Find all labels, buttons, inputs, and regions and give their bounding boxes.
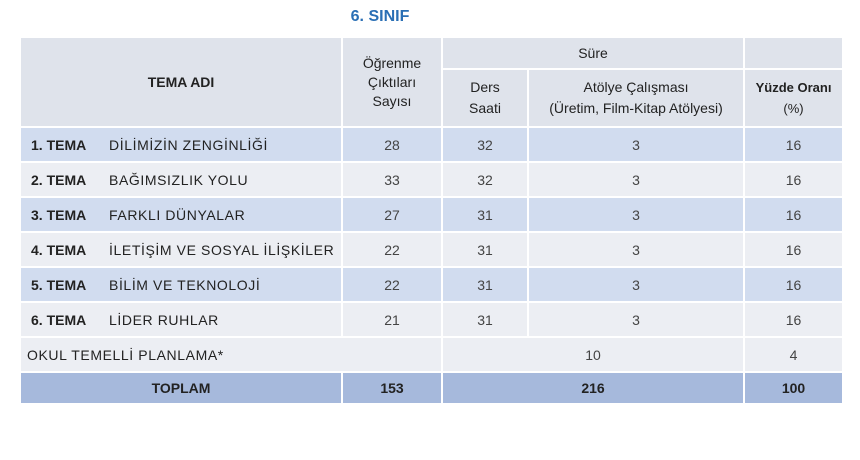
yuzde-value: 16 xyxy=(743,231,845,268)
yuzde-value: 16 xyxy=(743,196,845,233)
total-ogrenme: 153 xyxy=(341,371,443,405)
ders-value: 31 xyxy=(441,231,529,268)
ders-value: 32 xyxy=(441,161,529,198)
atolye-value: 3 xyxy=(526,196,746,233)
header-yuzde-label: Yüzde Oranı xyxy=(755,80,832,95)
ders-value: 31 xyxy=(441,266,529,303)
tema-cell: 5. TEMA BİLİM VE TEKNOLOJİ xyxy=(19,266,343,303)
tema-number: 3. TEMA xyxy=(31,206,87,223)
atolye-value: 3 xyxy=(526,301,746,338)
total-yuzde: 100 xyxy=(743,371,845,405)
yuzde-value: 16 xyxy=(743,161,845,198)
table-row: 1. TEMA DİLİMİZİN ZENGİNLİĞİ 28 32 3 16 xyxy=(19,126,845,163)
table-row: 3. TEMA FARKLI DÜNYALAR 27 31 3 16 xyxy=(19,196,845,233)
tema-name: İLETİŞİM VE SOSYAL İLİŞKİLER xyxy=(109,241,335,258)
table-row: 4. TEMA İLETİŞİM VE SOSYAL İLİŞKİLER 22 3… xyxy=(19,231,845,268)
tema-number: 6. TEMA xyxy=(31,311,87,328)
total-row: TOPLAM 153 216 100 xyxy=(19,371,845,405)
atolye-value: 3 xyxy=(526,161,746,198)
header-ogrenme: Öğrenme Çıktıları Sayısı xyxy=(341,36,443,128)
atolye-value: 3 xyxy=(526,266,746,303)
ogrenme-value: 22 xyxy=(341,231,443,268)
page-title: 6. SINIF xyxy=(350,8,410,25)
header-ders-saati: Ders Saati xyxy=(441,68,529,128)
atolye-value: 3 xyxy=(526,231,746,268)
header-tema-adi: TEMA ADI xyxy=(19,36,343,128)
ogrenme-value: 33 xyxy=(341,161,443,198)
table-row: 5. TEMA BİLİM VE TEKNOLOJİ 22 31 3 16 xyxy=(19,266,845,303)
ders-value: 32 xyxy=(441,126,529,163)
header-ogrenme-label: Öğrenme Çıktıları Sayısı xyxy=(362,54,422,109)
tema-number: 1. TEMA xyxy=(31,136,87,153)
tema-cell: 6. TEMA LİDER RUHLAR xyxy=(19,301,343,338)
ogrenme-value: 22 xyxy=(341,266,443,303)
ogrenme-value: 21 xyxy=(341,301,443,338)
total-label: TOPLAM xyxy=(19,371,343,405)
yuzde-value: 16 xyxy=(743,266,845,303)
tema-cell: 2. TEMA BAĞIMSIZLIK YOLU xyxy=(19,161,343,198)
table-row: 6. TEMA LİDER RUHLAR 21 31 3 16 xyxy=(19,301,845,338)
table-row: 2. TEMA BAĞIMSIZLIK YOLU 33 32 3 16 xyxy=(19,161,845,198)
header-empty xyxy=(743,36,845,70)
header-sure: Süre xyxy=(440,36,746,70)
tema-cell: 3. TEMA FARKLI DÜNYALAR xyxy=(19,196,343,233)
tema-name: LİDER RUHLAR xyxy=(109,311,219,328)
total-sure: 216 xyxy=(440,371,746,405)
ders-value: 31 xyxy=(441,301,529,338)
ogrenme-value: 28 xyxy=(341,126,443,163)
yuzde-value: 16 xyxy=(743,301,845,338)
okul-row: OKUL TEMELLİ PLANLAMA* 10 4 xyxy=(19,336,845,373)
header-yuzde: Yüzde Oranı (%) xyxy=(743,68,845,128)
tema-name: BAĞIMSIZLIK YOLU xyxy=(109,171,249,188)
header-ders-saati-label: Ders Saati xyxy=(469,79,501,116)
header-atolye-detail: (Üretim, Film-Kitap Atölyesi) xyxy=(549,100,723,116)
tema-number: 5. TEMA xyxy=(31,276,87,293)
ogrenme-value: 27 xyxy=(341,196,443,233)
header-atolye: Atölye Çalışması (Üretim, Film-Kitap Atö… xyxy=(526,68,746,128)
okul-sure: 10 xyxy=(440,336,746,373)
yuzde-value: 16 xyxy=(743,126,845,163)
tema-cell: 1. TEMA DİLİMİZİN ZENGİNLİĞİ xyxy=(19,126,343,163)
okul-yuzde: 4 xyxy=(743,336,845,373)
tema-name: DİLİMİZİN ZENGİNLİĞİ xyxy=(109,136,269,153)
tema-cell: 4. TEMA İLETİŞİM VE SOSYAL İLİŞKİLER xyxy=(19,231,343,268)
tema-name: BİLİM VE TEKNOLOJİ xyxy=(109,276,261,293)
header-atolye-label: Atölye Çalışması xyxy=(583,79,689,95)
tema-name: FARKLI DÜNYALAR xyxy=(109,206,246,223)
tema-number: 2. TEMA xyxy=(31,171,87,188)
ders-value: 31 xyxy=(441,196,529,233)
tema-number: 4. TEMA xyxy=(31,241,87,258)
atolye-value: 3 xyxy=(526,126,746,163)
curriculum-table: TEMA ADI Öğrenme Çıktıları Sayısı Süre D… xyxy=(19,36,845,405)
header-yuzde-unit: (%) xyxy=(783,101,804,116)
okul-label: OKUL TEMELLİ PLANLAMA* xyxy=(19,336,443,373)
